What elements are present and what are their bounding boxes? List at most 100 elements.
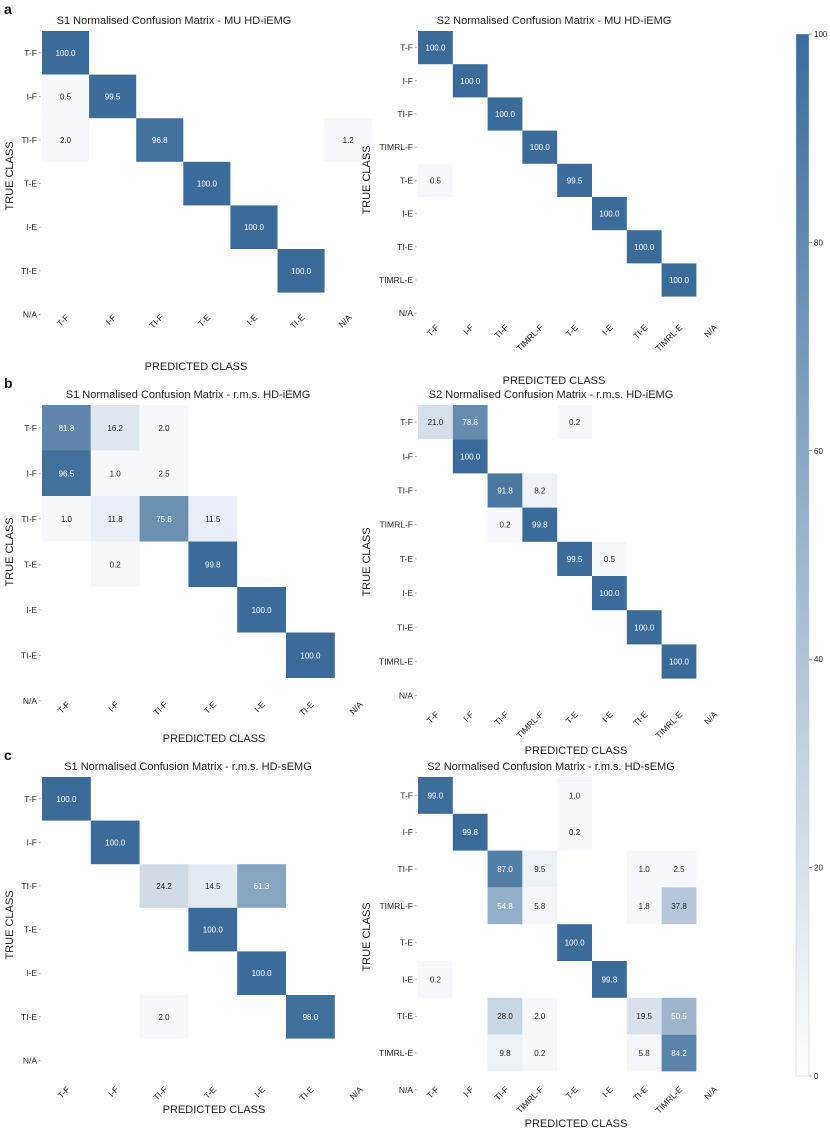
- row-tick-label: TIMRL-E: [379, 1048, 413, 1058]
- colorbar: 100 80 60 40 20 0: [795, 30, 828, 1081]
- row-tick-label: I-E: [402, 209, 413, 219]
- cell-value-label: 9.5: [534, 865, 546, 874]
- col-tick-label: TIMRL-F: [514, 322, 545, 353]
- matrix-cell: [188, 864, 238, 908]
- cell-value-label: 37.8: [671, 902, 687, 911]
- colorbar-tick-label: 20: [814, 864, 823, 873]
- row-tick-label: TI-F: [397, 109, 413, 119]
- row-tick-label: TI-E: [397, 622, 413, 632]
- cell-value-label: 99.8: [602, 975, 618, 984]
- confusion-matrix-4: 21.0 78.8 0.2 100.0 91.8 8.2 0.2 99.8 99.5 0.5 100…: [361, 389, 719, 757]
- row-tick-label: N/A: [23, 309, 38, 319]
- matrix-cell: [188, 541, 238, 587]
- matrix-cell: [90, 405, 140, 451]
- row-tick-label: I-E: [402, 588, 413, 598]
- matrix-cell: [237, 587, 286, 633]
- cell-value-label: 96.5: [59, 469, 75, 478]
- cell-value-label: 0.2: [569, 828, 581, 837]
- col-tick-label: TI-F: [147, 312, 165, 330]
- row-tick-label: T-F: [400, 43, 413, 53]
- cell-value-label: 99.5: [567, 176, 583, 185]
- matrix-cell: [277, 249, 325, 293]
- col-tick-label: T-E: [196, 312, 213, 329]
- cell-value-label: 14.5: [205, 882, 221, 891]
- row-tick-label: I-E: [26, 605, 37, 615]
- matrix-cell: [661, 644, 697, 679]
- col-tick-label: T-F: [56, 1084, 72, 1100]
- col-tick-label: I-E: [245, 312, 260, 327]
- cell-value-label: 100.0: [669, 276, 690, 285]
- col-tick-label: T-E: [202, 699, 219, 716]
- cell-value-label: 75.8: [156, 515, 172, 524]
- row-tick-label: T-E: [24, 925, 38, 935]
- matrix-cell: [188, 907, 238, 952]
- cell-value-label: 100.0: [252, 606, 273, 615]
- row-tick-label: TIMRL-F: [379, 520, 413, 530]
- cell-value-label: 99.5: [105, 92, 121, 101]
- y-axis-label: TRUE CLASS: [4, 890, 16, 959]
- matrix-cell: [418, 777, 453, 814]
- matrix-cell: [626, 887, 662, 925]
- x-axis-label: PREDICTED CLASS: [163, 733, 266, 745]
- cell-value-label: 100.0: [460, 452, 481, 461]
- cell-value-label: 99.8: [205, 560, 221, 569]
- matrix-cell: [188, 496, 238, 542]
- x-axis-label: PREDICTED CLASS: [525, 745, 628, 757]
- colorbar-tick-label: 0: [814, 1072, 819, 1081]
- matrix-cell: [592, 197, 627, 231]
- row-tick-label: TI-E: [397, 1011, 413, 1021]
- confusion-matrix-3: 81.8 16.2 2.0 96.5 1.0 2.5 1.0 11.8 75.8 11.5 0.2 9…: [4, 389, 365, 745]
- matrix-cell: [626, 610, 662, 645]
- col-tick-label: I-F: [104, 312, 118, 326]
- col-tick-label: I-E: [252, 1084, 267, 1099]
- cell-value-label: 11.8: [108, 515, 124, 524]
- col-tick-label: N/A: [348, 1084, 365, 1101]
- matrix-cell: [661, 1034, 697, 1072]
- cell-value-label: 0.2: [110, 560, 122, 569]
- cell-value-label: 84.2: [671, 1049, 687, 1058]
- cell-value-label: 98.0: [303, 1013, 319, 1022]
- col-tick-label: T-E: [564, 322, 581, 339]
- cell-value-label: 96.8: [152, 136, 168, 145]
- matrix-cell: [487, 997, 523, 1035]
- col-tick-label: TIMRL-E: [653, 322, 684, 353]
- cell-value-label: 81.8: [59, 424, 75, 433]
- matrix-cell: [557, 813, 592, 851]
- matrix-cell: [42, 450, 91, 496]
- col-tick-label: N/A: [348, 699, 365, 716]
- matrix-cell: [452, 405, 488, 440]
- cell-value-label: 0.2: [499, 521, 511, 530]
- cell-value-label: 0.5: [430, 176, 442, 185]
- row-tick-label: I-E: [26, 968, 37, 978]
- row-tick-label: T-E: [400, 938, 414, 948]
- matrix-cell: [522, 1034, 558, 1072]
- cell-value-label: 99.8: [532, 521, 548, 530]
- cell-value-label: 28.0: [497, 1012, 513, 1021]
- col-tick-label: N/A: [702, 1084, 719, 1101]
- cell-value-label: 100.0: [530, 143, 551, 152]
- row-tick-label: I-F: [27, 837, 37, 847]
- cell-value-label: 100.0: [55, 49, 76, 58]
- row-tick-label: TI-E: [397, 242, 413, 252]
- matrix-cell: [418, 31, 453, 65]
- cell-value-label: 11.5: [205, 515, 221, 524]
- col-tick-label: I-E: [600, 709, 615, 724]
- y-axis-label: TRUE CLASS: [4, 141, 16, 210]
- cell-value-label: 19.5: [636, 1012, 652, 1021]
- row-tick-label: T-F: [24, 48, 37, 58]
- matrix-cell: [90, 496, 140, 542]
- row-tick-label: TI-F: [21, 514, 37, 524]
- matrix-cell: [237, 864, 286, 908]
- matrix-cell: [139, 496, 189, 542]
- matrix-cell: [286, 632, 335, 678]
- x-axis-label: PREDICTED CLASS: [525, 1118, 628, 1130]
- matrix-cell: [557, 924, 592, 961]
- cell-value-label: 100.0: [669, 658, 690, 667]
- row-tick-label: N/A: [399, 308, 414, 318]
- row-tick-label: N/A: [399, 1085, 414, 1095]
- matrix-cell: [237, 951, 286, 995]
- confusion-matrix-2: 100.0 100.0 100.0 100.0 0.5 99.5 100.0 100.0 100…: [361, 15, 719, 387]
- row-tick-label: TI-E: [21, 266, 37, 276]
- cell-value-label: 100.0: [565, 939, 586, 948]
- cell-value-label: 9.8: [499, 1049, 511, 1058]
